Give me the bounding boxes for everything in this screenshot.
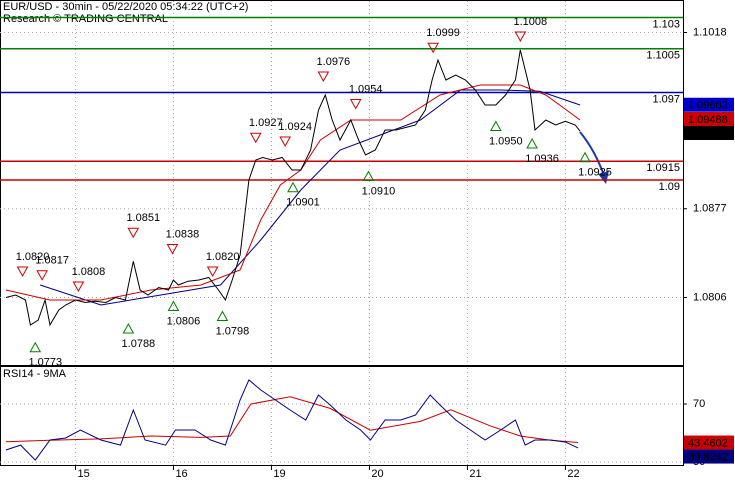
y-tick-label: 1.0806 xyxy=(693,291,727,303)
x-tick-label: 20 xyxy=(371,468,383,480)
low-label: 1.0910 xyxy=(362,185,396,197)
price-box-label: 39.8242 xyxy=(688,451,728,463)
price-box xyxy=(684,112,734,126)
x-tick-label: 15 xyxy=(77,468,89,480)
high-marker xyxy=(166,244,179,255)
price-box xyxy=(684,435,734,450)
low-label: 1.0798 xyxy=(216,325,250,337)
high-label: 1.0808 xyxy=(72,266,106,278)
low-marker xyxy=(579,151,591,163)
high-label: 1.0999 xyxy=(426,27,460,39)
chart-subtitle: Research © TRADING CENTRAL xyxy=(3,13,168,25)
high-label: 1.0924 xyxy=(278,121,312,133)
price-box-label: 1.09602 xyxy=(688,100,728,112)
low-marker xyxy=(362,170,375,181)
high-label: 1.0817 xyxy=(35,255,69,267)
high-label: 1.0820 xyxy=(16,251,50,263)
price-panel-frame xyxy=(0,0,684,366)
series-line xyxy=(5,49,581,327)
low-label: 1.0773 xyxy=(28,357,62,369)
low-label: 1.0806 xyxy=(167,315,201,327)
series-line xyxy=(5,379,579,461)
level-label: 1.1005 xyxy=(646,50,680,62)
level-label: 1.097 xyxy=(652,93,680,105)
price-box xyxy=(684,97,734,112)
low-label: 1.0788 xyxy=(122,338,156,350)
x-tick-label: 22 xyxy=(567,468,579,480)
high-marker xyxy=(127,227,140,239)
high-label: 1.0851 xyxy=(126,212,160,224)
low-label: 1.0936 xyxy=(525,153,559,165)
high-label: 1.0838 xyxy=(166,228,200,240)
high-label: 1.0927 xyxy=(249,117,283,129)
x-tick-label: 19 xyxy=(273,468,285,480)
high-label: 1.1008 xyxy=(514,16,548,28)
y-tick-label: 1.1018 xyxy=(693,26,727,38)
low-marker xyxy=(287,181,299,193)
low-marker xyxy=(489,120,502,131)
price-box-label: 1.09488 xyxy=(688,114,728,126)
rsi-panel-frame xyxy=(0,366,684,466)
low-label: 1.0925 xyxy=(578,167,612,179)
chart-title: EUR/USD - 30min - 05/22/2020 05:34:22 (U… xyxy=(3,1,248,13)
x-tick-label: 16 xyxy=(175,468,187,480)
high-label: 1.0820 xyxy=(206,251,240,263)
low-marker xyxy=(526,137,538,149)
price-box xyxy=(684,126,734,140)
low-marker xyxy=(167,300,180,311)
price-box-label: 43.4602 xyxy=(688,437,728,449)
level-label: 1.103 xyxy=(652,18,680,30)
high-marker xyxy=(349,99,362,110)
high-marker xyxy=(427,42,439,54)
high-marker xyxy=(514,31,527,43)
high-marker xyxy=(36,270,48,281)
high-marker xyxy=(279,136,292,148)
low-marker xyxy=(122,322,135,334)
level-label: 1.0915 xyxy=(646,162,680,174)
high-marker xyxy=(16,266,29,278)
high-label: 1.0976 xyxy=(317,56,351,68)
y-tick-label: 70 xyxy=(693,398,705,410)
series-line xyxy=(40,89,581,306)
high-marker xyxy=(249,132,262,144)
price-box xyxy=(684,449,734,464)
low-marker xyxy=(29,341,42,353)
high-marker xyxy=(72,281,85,293)
low-label: 1.0950 xyxy=(489,135,523,147)
low-marker xyxy=(216,310,229,321)
high-marker xyxy=(206,266,219,278)
y-tick-label: 1.0877 xyxy=(693,203,727,215)
high-marker xyxy=(317,71,330,83)
level-label: 1.09 xyxy=(659,181,680,193)
rsi-title: RSI14 - 9MA xyxy=(3,368,67,380)
low-label: 1.0901 xyxy=(286,197,320,209)
high-label: 1.0954 xyxy=(349,83,383,95)
price-box-label: 1.09391 xyxy=(688,128,728,140)
x-tick-label: 21 xyxy=(469,468,481,480)
series-line xyxy=(5,396,579,443)
